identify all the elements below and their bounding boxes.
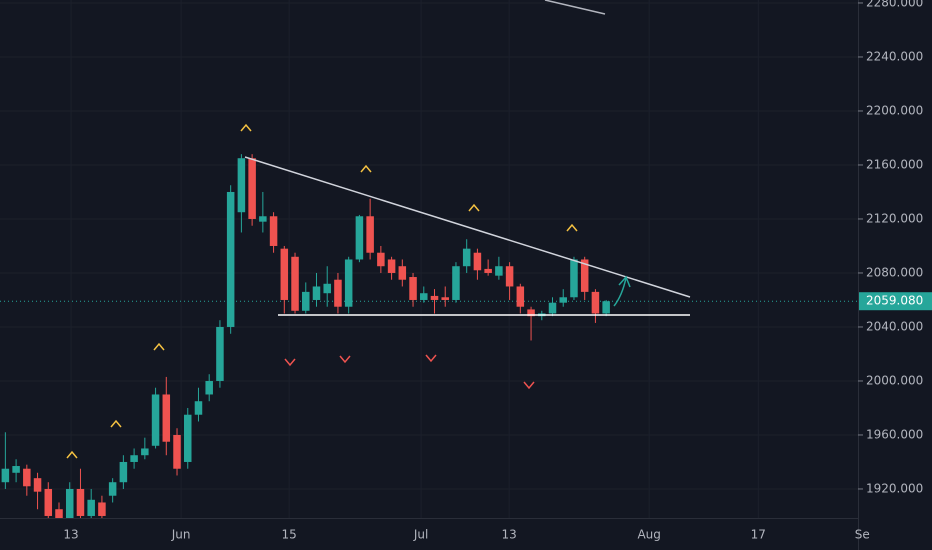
candle-body bbox=[269, 216, 278, 246]
candle-body bbox=[355, 216, 364, 260]
candle-body bbox=[194, 401, 203, 415]
candle-body bbox=[570, 259, 578, 298]
y-tick-label: 2200.000 bbox=[866, 103, 923, 117]
candle-body bbox=[452, 266, 460, 300]
candle-body bbox=[344, 259, 353, 307]
candle-body bbox=[366, 216, 374, 253]
trend-line bbox=[544, 0, 606, 15]
x-tick-label: 13 bbox=[502, 528, 517, 542]
y-tick-label: 2240.000 bbox=[866, 49, 923, 63]
candle-body bbox=[119, 461, 128, 483]
candle-body bbox=[591, 291, 600, 314]
candle-body bbox=[216, 326, 224, 381]
candle-body bbox=[248, 158, 256, 219]
candle-body bbox=[23, 468, 31, 487]
price-axis-panel bbox=[858, 0, 932, 550]
y-tick-label: 2080.000 bbox=[866, 265, 923, 279]
candle-body bbox=[173, 434, 181, 469]
candle-body bbox=[398, 266, 407, 280]
y-tick-label: 2120.000 bbox=[866, 211, 923, 225]
candle-body bbox=[527, 309, 535, 317]
high-markers bbox=[66, 123, 578, 459]
candle-body bbox=[226, 191, 235, 327]
y-tick-label: 1920.000 bbox=[866, 481, 923, 495]
candle-body bbox=[312, 286, 321, 300]
candle-body bbox=[387, 259, 396, 273]
candle-body bbox=[484, 268, 492, 273]
candle-body bbox=[141, 448, 149, 456]
candle-body bbox=[44, 488, 53, 516]
candle-body bbox=[280, 248, 289, 300]
candle-body bbox=[409, 277, 417, 300]
x-tick-label: Se bbox=[855, 528, 870, 542]
candle-body bbox=[505, 266, 514, 287]
last-price-label: 2059.080 bbox=[866, 294, 923, 308]
candle-body bbox=[108, 482, 117, 496]
grid bbox=[0, 300, 858, 302]
candle-body bbox=[259, 216, 267, 222]
candle-body bbox=[12, 466, 20, 473]
x-tick-label: 13 bbox=[63, 528, 78, 542]
x-tick-label: Jun bbox=[171, 528, 191, 542]
candle-body bbox=[291, 256, 299, 311]
y-tick-label: 2280.000 bbox=[866, 0, 923, 9]
candle-body bbox=[98, 502, 106, 516]
candle-body bbox=[33, 478, 42, 492]
candle-body bbox=[334, 279, 342, 307]
candle-body bbox=[441, 297, 449, 300]
x-tick-label: 17 bbox=[751, 528, 766, 542]
y-tick-label: 2000.000 bbox=[866, 373, 923, 387]
candle-body bbox=[205, 380, 213, 395]
x-tick-label: Aug bbox=[637, 528, 660, 542]
candle-body bbox=[420, 293, 428, 300]
candle-body bbox=[1, 468, 10, 483]
candle-body bbox=[183, 414, 192, 462]
candle-body bbox=[65, 488, 74, 518]
candles bbox=[1, 154, 610, 518]
drawings bbox=[66, 0, 691, 459]
x-tick-label: 15 bbox=[281, 528, 296, 542]
arrow bbox=[613, 275, 631, 307]
candle-body bbox=[130, 455, 138, 462]
y-tick-label: 1960.000 bbox=[866, 427, 923, 441]
candle-body bbox=[323, 283, 331, 294]
candle-body bbox=[151, 394, 160, 446]
candle-body bbox=[602, 301, 610, 314]
candle-body bbox=[473, 252, 482, 271]
candle-body bbox=[462, 248, 471, 267]
candle-body bbox=[548, 302, 557, 314]
candle-body bbox=[76, 488, 85, 516]
y-tick-label: 2040.000 bbox=[866, 319, 923, 333]
last-price-tag bbox=[859, 292, 932, 311]
y-tick-label: 2160.000 bbox=[866, 157, 923, 171]
candle-body bbox=[377, 252, 385, 267]
candle-body bbox=[559, 297, 567, 303]
candle-body bbox=[430, 295, 439, 300]
candle-body bbox=[162, 394, 171, 442]
candle-body bbox=[495, 266, 503, 276]
candle-body bbox=[237, 158, 246, 213]
candle-body bbox=[516, 286, 525, 307]
x-tick-label: Jul bbox=[413, 528, 428, 542]
candle-body bbox=[55, 509, 63, 518]
candle-body bbox=[87, 499, 95, 516]
candle-body bbox=[580, 259, 589, 292]
trend-line bbox=[244, 156, 691, 298]
low-markers bbox=[284, 354, 535, 390]
candle-body bbox=[302, 291, 310, 311]
